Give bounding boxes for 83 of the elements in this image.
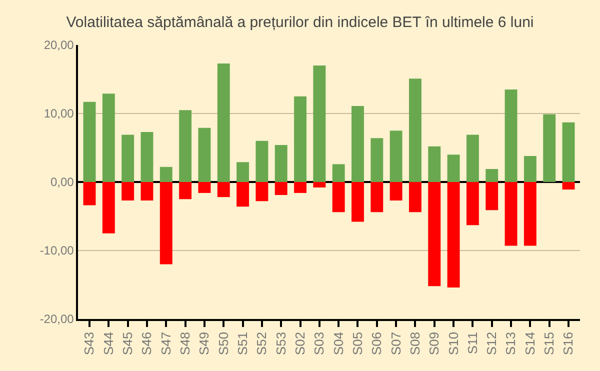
bar	[256, 182, 268, 202]
x-tick-label: S14	[522, 332, 538, 356]
bar	[122, 134, 134, 182]
bar	[370, 182, 384, 212]
bar	[83, 182, 96, 206]
x-tick-label: S02	[292, 332, 308, 356]
bar	[486, 168, 498, 182]
bar	[294, 182, 306, 193]
x-tick-label: S12	[484, 332, 500, 356]
x-tick-label: S48	[178, 332, 193, 356]
bar	[524, 182, 536, 246]
x-tick-label: S43	[82, 332, 97, 356]
bar	[408, 78, 422, 182]
bar	[236, 162, 250, 182]
x-tick-label: S05	[350, 332, 365, 356]
x-tick-label: S03	[312, 332, 327, 356]
bar	[562, 122, 575, 182]
bar	[332, 164, 345, 182]
bar	[274, 182, 288, 196]
bar	[294, 96, 306, 182]
bar	[256, 140, 268, 182]
x-tick-label: S47	[158, 332, 174, 356]
bar	[179, 110, 192, 182]
x-tick-label: S44	[100, 332, 116, 356]
bar	[370, 138, 384, 182]
x-tick-label: S10	[446, 332, 461, 356]
x-tick-label: S15	[542, 332, 557, 356]
bar	[447, 182, 460, 288]
bar	[160, 166, 172, 182]
bar	[332, 182, 345, 212]
bar	[102, 182, 115, 234]
y-tick-label: 20,00	[44, 38, 74, 52]
x-tick-label: S45	[120, 332, 136, 356]
bar	[428, 182, 441, 286]
bar	[352, 182, 364, 222]
bar	[466, 134, 479, 182]
bar	[504, 90, 518, 182]
bar	[140, 132, 154, 182]
x-tick-label: S11	[464, 332, 480, 354]
x-tick-label: S53	[273, 332, 288, 356]
y-tick-label: -20,00	[40, 312, 74, 326]
x-tick-label: S07	[388, 332, 404, 356]
bar	[313, 66, 326, 182]
bar	[83, 102, 96, 182]
bar	[466, 182, 479, 226]
bar	[217, 182, 230, 198]
x-tick-label: S04	[330, 332, 346, 356]
x-tick-label: S52	[254, 332, 270, 356]
bar	[102, 94, 115, 182]
bar	[524, 156, 536, 182]
bar	[160, 182, 172, 264]
bar	[562, 182, 575, 190]
y-tick-label: 0,00	[50, 175, 74, 190]
x-tick-label: S08	[407, 332, 422, 356]
bar	[313, 182, 326, 188]
x-tick-label: S16	[560, 332, 576, 356]
x-tick-label: S13	[503, 332, 518, 356]
x-tick-label: S50	[216, 332, 231, 356]
bar	[543, 114, 556, 182]
bar	[447, 154, 460, 182]
bar	[198, 182, 211, 193]
x-tick-label: S49	[196, 332, 212, 356]
bar	[390, 130, 402, 182]
bar	[428, 146, 441, 182]
bar	[140, 182, 154, 200]
bar	[486, 182, 498, 210]
bar	[179, 182, 192, 200]
chart-title: Volatilitatea săptămânală a prețurilor din indicele BET în ultimele 6 luni	[66, 14, 534, 32]
bar	[198, 128, 211, 182]
bar	[352, 106, 364, 182]
x-tick-label: S46	[139, 332, 154, 356]
bar	[390, 182, 402, 200]
x-tick-label: S09	[426, 332, 442, 356]
x-tick-label: S06	[369, 332, 384, 356]
y-tick-label: 10,00	[44, 106, 74, 121]
bar	[408, 182, 422, 212]
bar	[504, 182, 518, 246]
bar	[217, 64, 230, 182]
bar	[236, 182, 250, 207]
x-tick-label: S51	[235, 332, 250, 356]
bar	[122, 182, 134, 200]
bar	[274, 145, 288, 182]
y-tick-label: -10,00	[40, 244, 74, 258]
